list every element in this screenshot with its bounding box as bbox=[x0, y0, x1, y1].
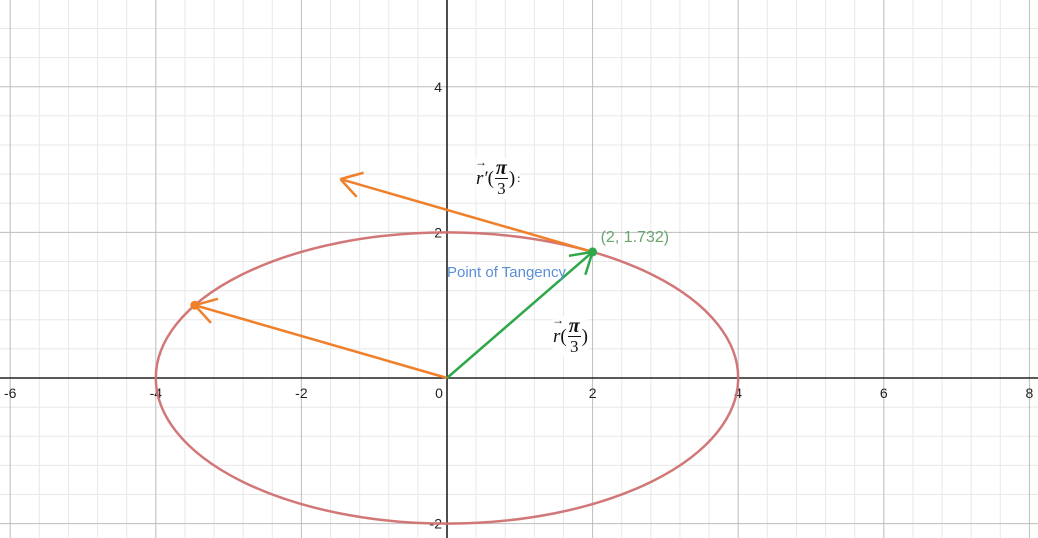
position-vector-shaft bbox=[446, 250, 594, 379]
derivative-vector-head bbox=[340, 171, 364, 181]
derivative-vector-head bbox=[339, 178, 358, 198]
point-coordinate-label: (2, 1.732) bbox=[601, 229, 669, 246]
tangency-point bbox=[588, 247, 598, 257]
r-prime-pi-over-3-label: r′(π3): bbox=[475, 155, 521, 199]
derivative-vector-shaft bbox=[340, 177, 593, 254]
fraction-denominator: 3 bbox=[569, 337, 579, 356]
tick-labels: -6 -4 -2 0 2 4 6 842-2 bbox=[4, 79, 1034, 532]
x-tick-label: 4 bbox=[734, 385, 742, 401]
x-tick-label: -6 bbox=[4, 385, 17, 401]
graph-labels: (2, 1.732) Point of Tangency bbox=[447, 229, 669, 281]
fraction-denominator: 3 bbox=[497, 179, 506, 198]
x-tick-label: 8 bbox=[1026, 385, 1034, 401]
derivative-vector bbox=[339, 171, 593, 254]
fraction-numerator: π bbox=[567, 315, 581, 337]
derivative-vector-from-origin-shaft bbox=[194, 303, 448, 380]
prime-symbol: ′ bbox=[483, 167, 488, 189]
x-tick-label: 0 bbox=[435, 385, 443, 401]
colon-symbol: : bbox=[517, 171, 521, 185]
x-tick-label: -2 bbox=[295, 385, 308, 401]
y-tick-label: 4 bbox=[434, 79, 442, 95]
r-pi-over-3-label: r(π3) bbox=[552, 313, 588, 357]
fraction-numerator: π bbox=[494, 157, 508, 179]
ellipse-curve bbox=[154, 231, 740, 525]
derivative-endpoint bbox=[190, 300, 200, 310]
derivative-vector-from-origin bbox=[193, 297, 448, 380]
r-vector-symbol: r bbox=[552, 313, 565, 348]
point-of-tangency-label: Point of Tangency bbox=[447, 264, 566, 281]
curves bbox=[154, 171, 740, 525]
x-tick-label: 6 bbox=[880, 385, 888, 401]
r-vector-symbol: r bbox=[475, 155, 488, 190]
x-tick-label: 2 bbox=[589, 385, 597, 401]
